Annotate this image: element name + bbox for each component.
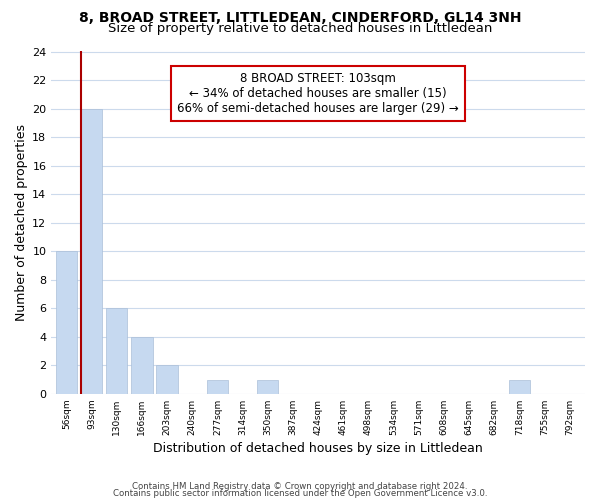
Text: 8 BROAD STREET: 103sqm
← 34% of detached houses are smaller (15)
66% of semi-det: 8 BROAD STREET: 103sqm ← 34% of detached… (177, 72, 459, 115)
Bar (81, 108, 102, 394)
Bar (106, 308, 127, 394)
Text: Contains public sector information licensed under the Open Government Licence v3: Contains public sector information licen… (113, 489, 487, 498)
Text: Size of property relative to detached houses in Littledean: Size of property relative to detached ho… (108, 22, 492, 35)
Y-axis label: Number of detached properties: Number of detached properties (15, 124, 28, 321)
Text: Contains HM Land Registry data © Crown copyright and database right 2024.: Contains HM Land Registry data © Crown c… (132, 482, 468, 491)
Bar (509, 380, 530, 394)
Bar (56, 251, 77, 394)
Text: 8, BROAD STREET, LITTLEDEAN, CINDERFORD, GL14 3NH: 8, BROAD STREET, LITTLEDEAN, CINDERFORD,… (79, 11, 521, 25)
X-axis label: Distribution of detached houses by size in Littledean: Distribution of detached houses by size … (153, 442, 483, 455)
Bar (207, 380, 228, 394)
Bar (257, 380, 278, 394)
Bar (131, 337, 152, 394)
Bar (157, 366, 178, 394)
